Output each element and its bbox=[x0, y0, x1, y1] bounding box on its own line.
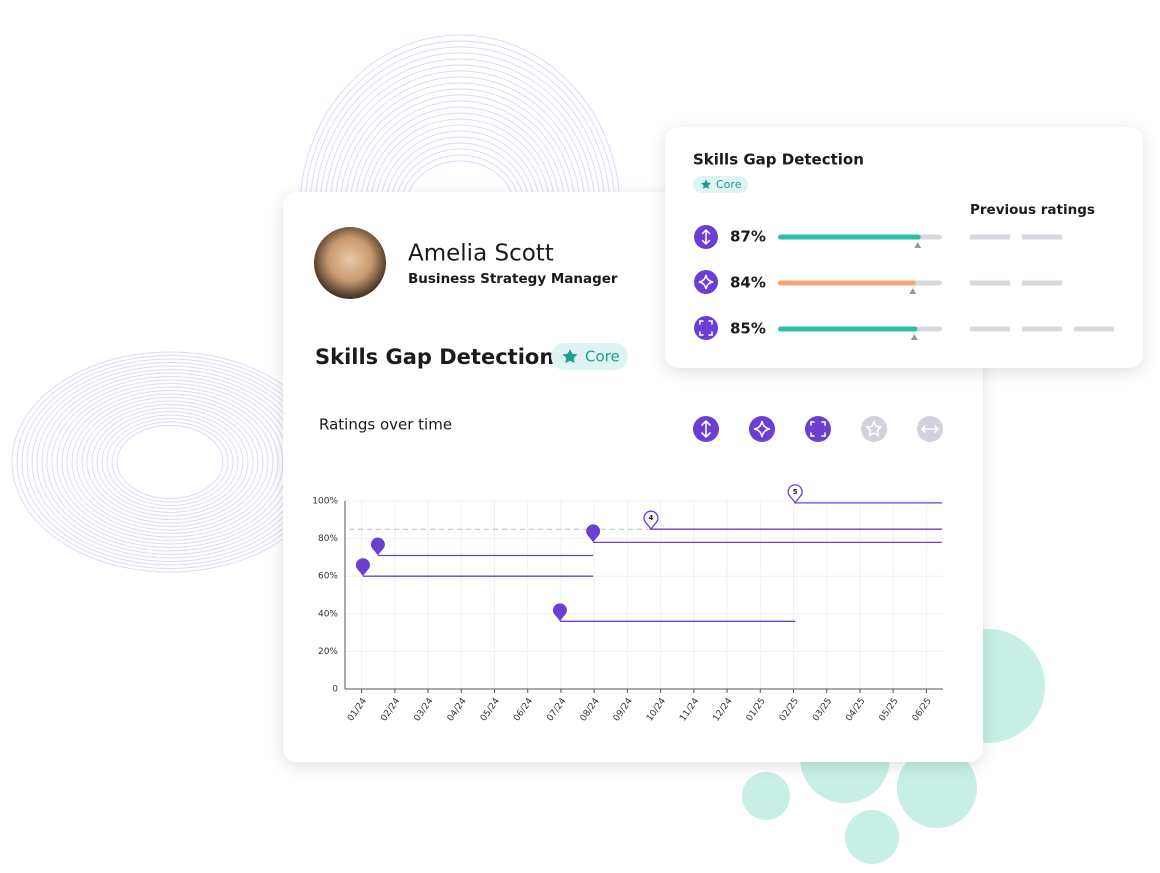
rating-percent: 84% bbox=[730, 274, 766, 292]
popup-icons bbox=[694, 225, 718, 340]
ring bbox=[46, 376, 294, 548]
ring bbox=[71, 393, 269, 531]
skill-title: Skills Gap Detection bbox=[315, 345, 554, 369]
rating-bar bbox=[778, 326, 918, 332]
y-tick-label: 0 bbox=[332, 685, 338, 695]
ring bbox=[26, 362, 314, 562]
ring bbox=[91, 407, 249, 517]
rating-bar bbox=[778, 280, 916, 286]
ring bbox=[81, 400, 259, 524]
y-tick-label: 20% bbox=[318, 647, 338, 657]
pin-label: 5 bbox=[793, 488, 798, 496]
chart-title: Ratings over time bbox=[319, 416, 452, 434]
tag-label: Core bbox=[585, 348, 620, 366]
ring bbox=[96, 411, 244, 513]
ring bbox=[61, 386, 279, 538]
rating-pin bbox=[370, 537, 385, 556]
filter-icon[interactable] bbox=[749, 416, 775, 442]
pin-label: 4 bbox=[649, 514, 654, 522]
ratings-chart: 01/24 02/24 03/24 04/24 05/24 06/24 07/24 08/24… bbox=[312, 484, 943, 723]
rating-percent: 87% bbox=[730, 228, 766, 246]
rating-marker bbox=[914, 242, 922, 248]
filter-icon[interactable] bbox=[861, 416, 887, 442]
popup-rows: 87% 84% 85% bbox=[730, 228, 942, 340]
rating-bar bbox=[778, 234, 921, 240]
tag-badge bbox=[693, 176, 748, 193]
filter-icons bbox=[693, 416, 943, 442]
y-tick-label: 60% bbox=[318, 572, 338, 582]
rating-pin bbox=[355, 558, 370, 577]
ring bbox=[41, 372, 299, 552]
popup-title: Skills Gap Detection bbox=[693, 151, 864, 169]
rating-pin bbox=[643, 510, 659, 531]
y-tick-label: 80% bbox=[318, 534, 338, 544]
ring bbox=[116, 425, 224, 499]
y-tick-label: 100% bbox=[312, 497, 338, 507]
previous-ratings bbox=[970, 234, 1114, 332]
profile-role: Business Strategy Manager bbox=[408, 271, 618, 287]
filter-icon[interactable] bbox=[805, 416, 831, 442]
ring bbox=[66, 390, 274, 534]
ring bbox=[56, 383, 284, 541]
avatar bbox=[314, 227, 386, 299]
rating-marker bbox=[910, 334, 918, 340]
rating-percent: 85% bbox=[730, 320, 766, 338]
star-icon bbox=[562, 349, 578, 364]
ring bbox=[76, 397, 264, 527]
popup-card bbox=[665, 127, 1143, 368]
ring bbox=[86, 404, 254, 520]
ring bbox=[106, 418, 234, 506]
profile-name: Amelia Scott bbox=[408, 241, 554, 267]
ring bbox=[11, 351, 329, 573]
ring bbox=[31, 365, 309, 559]
previous-ratings-label: Previous ratings bbox=[970, 202, 1095, 218]
rating-pin bbox=[552, 603, 567, 622]
rating-pin bbox=[787, 484, 803, 505]
rating-pin bbox=[586, 524, 601, 543]
tag-label: Core bbox=[716, 178, 742, 191]
ring bbox=[101, 414, 239, 510]
y-tick-label: 40% bbox=[318, 609, 338, 619]
star-icon bbox=[701, 179, 711, 189]
ring bbox=[21, 358, 319, 566]
rating-marker bbox=[909, 288, 917, 294]
ring bbox=[111, 421, 229, 503]
